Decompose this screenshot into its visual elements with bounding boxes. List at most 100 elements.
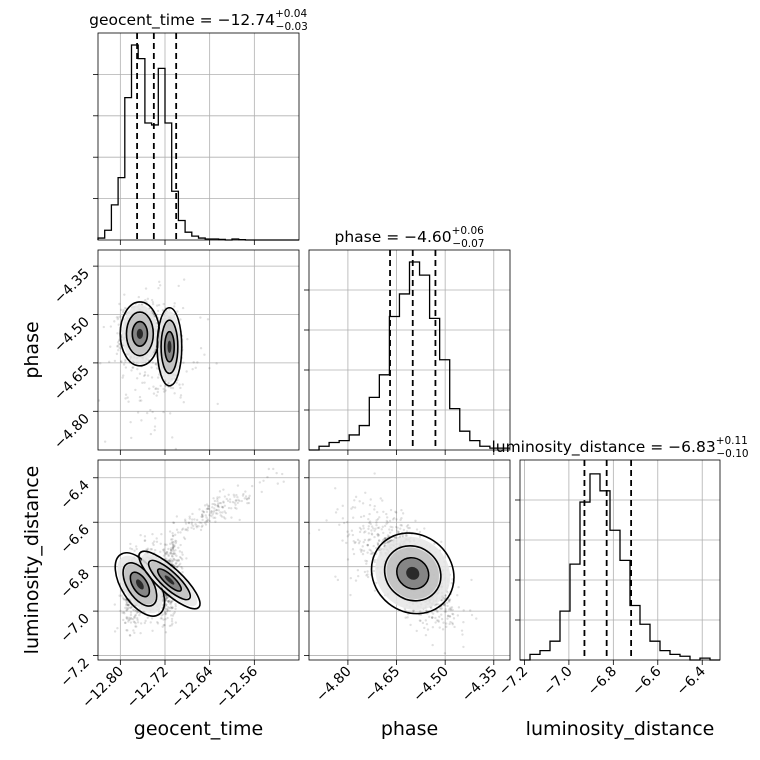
sample-point	[181, 306, 185, 310]
sample-point	[174, 533, 177, 537]
sample-point	[440, 613, 443, 616]
sample-point	[125, 601, 129, 605]
sample-point	[207, 507, 211, 511]
sample-point	[353, 499, 356, 502]
sample-point	[113, 320, 116, 323]
sample-point	[415, 629, 418, 633]
sample-point	[396, 526, 399, 529]
sample-point	[346, 520, 349, 524]
sample-point	[119, 308, 123, 312]
sample-point	[167, 553, 170, 556]
sample-point	[165, 597, 168, 600]
sample-point	[397, 530, 400, 534]
sample-point	[402, 528, 406, 532]
sample-point	[171, 547, 175, 550]
sample-point	[201, 513, 204, 516]
sample-point	[120, 360, 123, 363]
sample-point	[401, 534, 404, 537]
sample-point	[174, 604, 177, 608]
sample-point	[243, 497, 246, 500]
sample-point	[367, 539, 370, 542]
sample-point	[152, 392, 156, 395]
sample-point	[367, 532, 371, 535]
sample-point	[171, 545, 175, 549]
sample-point	[366, 573, 369, 576]
sample-point	[440, 540, 443, 544]
sample-point	[216, 402, 219, 406]
sample-point	[176, 531, 180, 534]
sample-point	[406, 616, 409, 619]
sample-point	[222, 500, 225, 503]
sample-point	[174, 540, 178, 543]
sample-point	[175, 381, 178, 384]
sample-point	[228, 498, 232, 501]
sample-point	[164, 618, 167, 621]
sample-point	[162, 390, 166, 393]
sample-point	[451, 621, 454, 625]
sample-point	[133, 631, 136, 635]
sample-point	[162, 550, 166, 553]
sample-point	[168, 559, 171, 563]
sample-point	[210, 514, 213, 518]
sample-point	[351, 516, 355, 519]
sample-point	[215, 508, 218, 512]
x-tick-label: −12.72	[124, 664, 172, 712]
sample-point	[233, 495, 236, 498]
sample-point	[116, 332, 119, 335]
sample-point	[165, 543, 168, 546]
sample-point	[113, 359, 117, 363]
sample-point	[383, 524, 387, 528]
sample-point	[146, 548, 149, 552]
sample-point	[168, 551, 172, 555]
sample-point	[216, 502, 220, 505]
sample-point	[391, 526, 394, 529]
sample-point	[124, 621, 127, 625]
sample-point	[165, 550, 169, 554]
sample-point	[127, 400, 130, 403]
sample-point	[276, 482, 279, 485]
sample-point	[169, 603, 172, 606]
sample-point	[377, 533, 381, 537]
sample-point	[185, 370, 188, 373]
y-tick-label: −7.2	[57, 655, 92, 690]
density-level	[406, 566, 420, 580]
sample-point	[171, 543, 174, 546]
sample-point	[161, 548, 165, 552]
sample-point	[389, 508, 393, 512]
sample-point	[170, 617, 174, 621]
sample-point	[113, 630, 117, 633]
sample-point	[216, 512, 219, 515]
sample-point	[394, 536, 397, 540]
sample-point	[400, 516, 403, 520]
sample-point	[385, 522, 388, 525]
sample-point	[102, 325, 106, 329]
sample-point	[342, 521, 346, 525]
sample-point	[205, 520, 208, 523]
contour-line	[156, 306, 183, 387]
sample-point	[164, 384, 167, 388]
sample-point	[116, 626, 119, 630]
sample-point	[123, 306, 127, 310]
sample-point	[177, 564, 181, 567]
sample-point	[212, 497, 215, 500]
sample-point	[131, 617, 135, 621]
sample-point	[137, 295, 140, 299]
sample-point	[167, 600, 170, 603]
sample-point	[164, 595, 168, 598]
sample-point	[173, 611, 176, 614]
sample-point	[124, 358, 127, 362]
sample-point	[167, 547, 170, 551]
sample-point	[440, 617, 444, 621]
sample-point	[151, 410, 154, 414]
sample-point	[341, 504, 344, 508]
sample-point	[216, 499, 219, 503]
sample-point	[357, 574, 360, 578]
sample-point	[248, 494, 251, 498]
sample-point	[138, 372, 142, 375]
sample-point	[171, 606, 175, 609]
sample-point	[125, 603, 128, 606]
sample-point	[363, 538, 367, 542]
panel-title-phase: phase = −4.60+0.06 −0.07	[335, 225, 485, 250]
sample-point	[171, 532, 174, 535]
sample-point	[123, 598, 126, 601]
